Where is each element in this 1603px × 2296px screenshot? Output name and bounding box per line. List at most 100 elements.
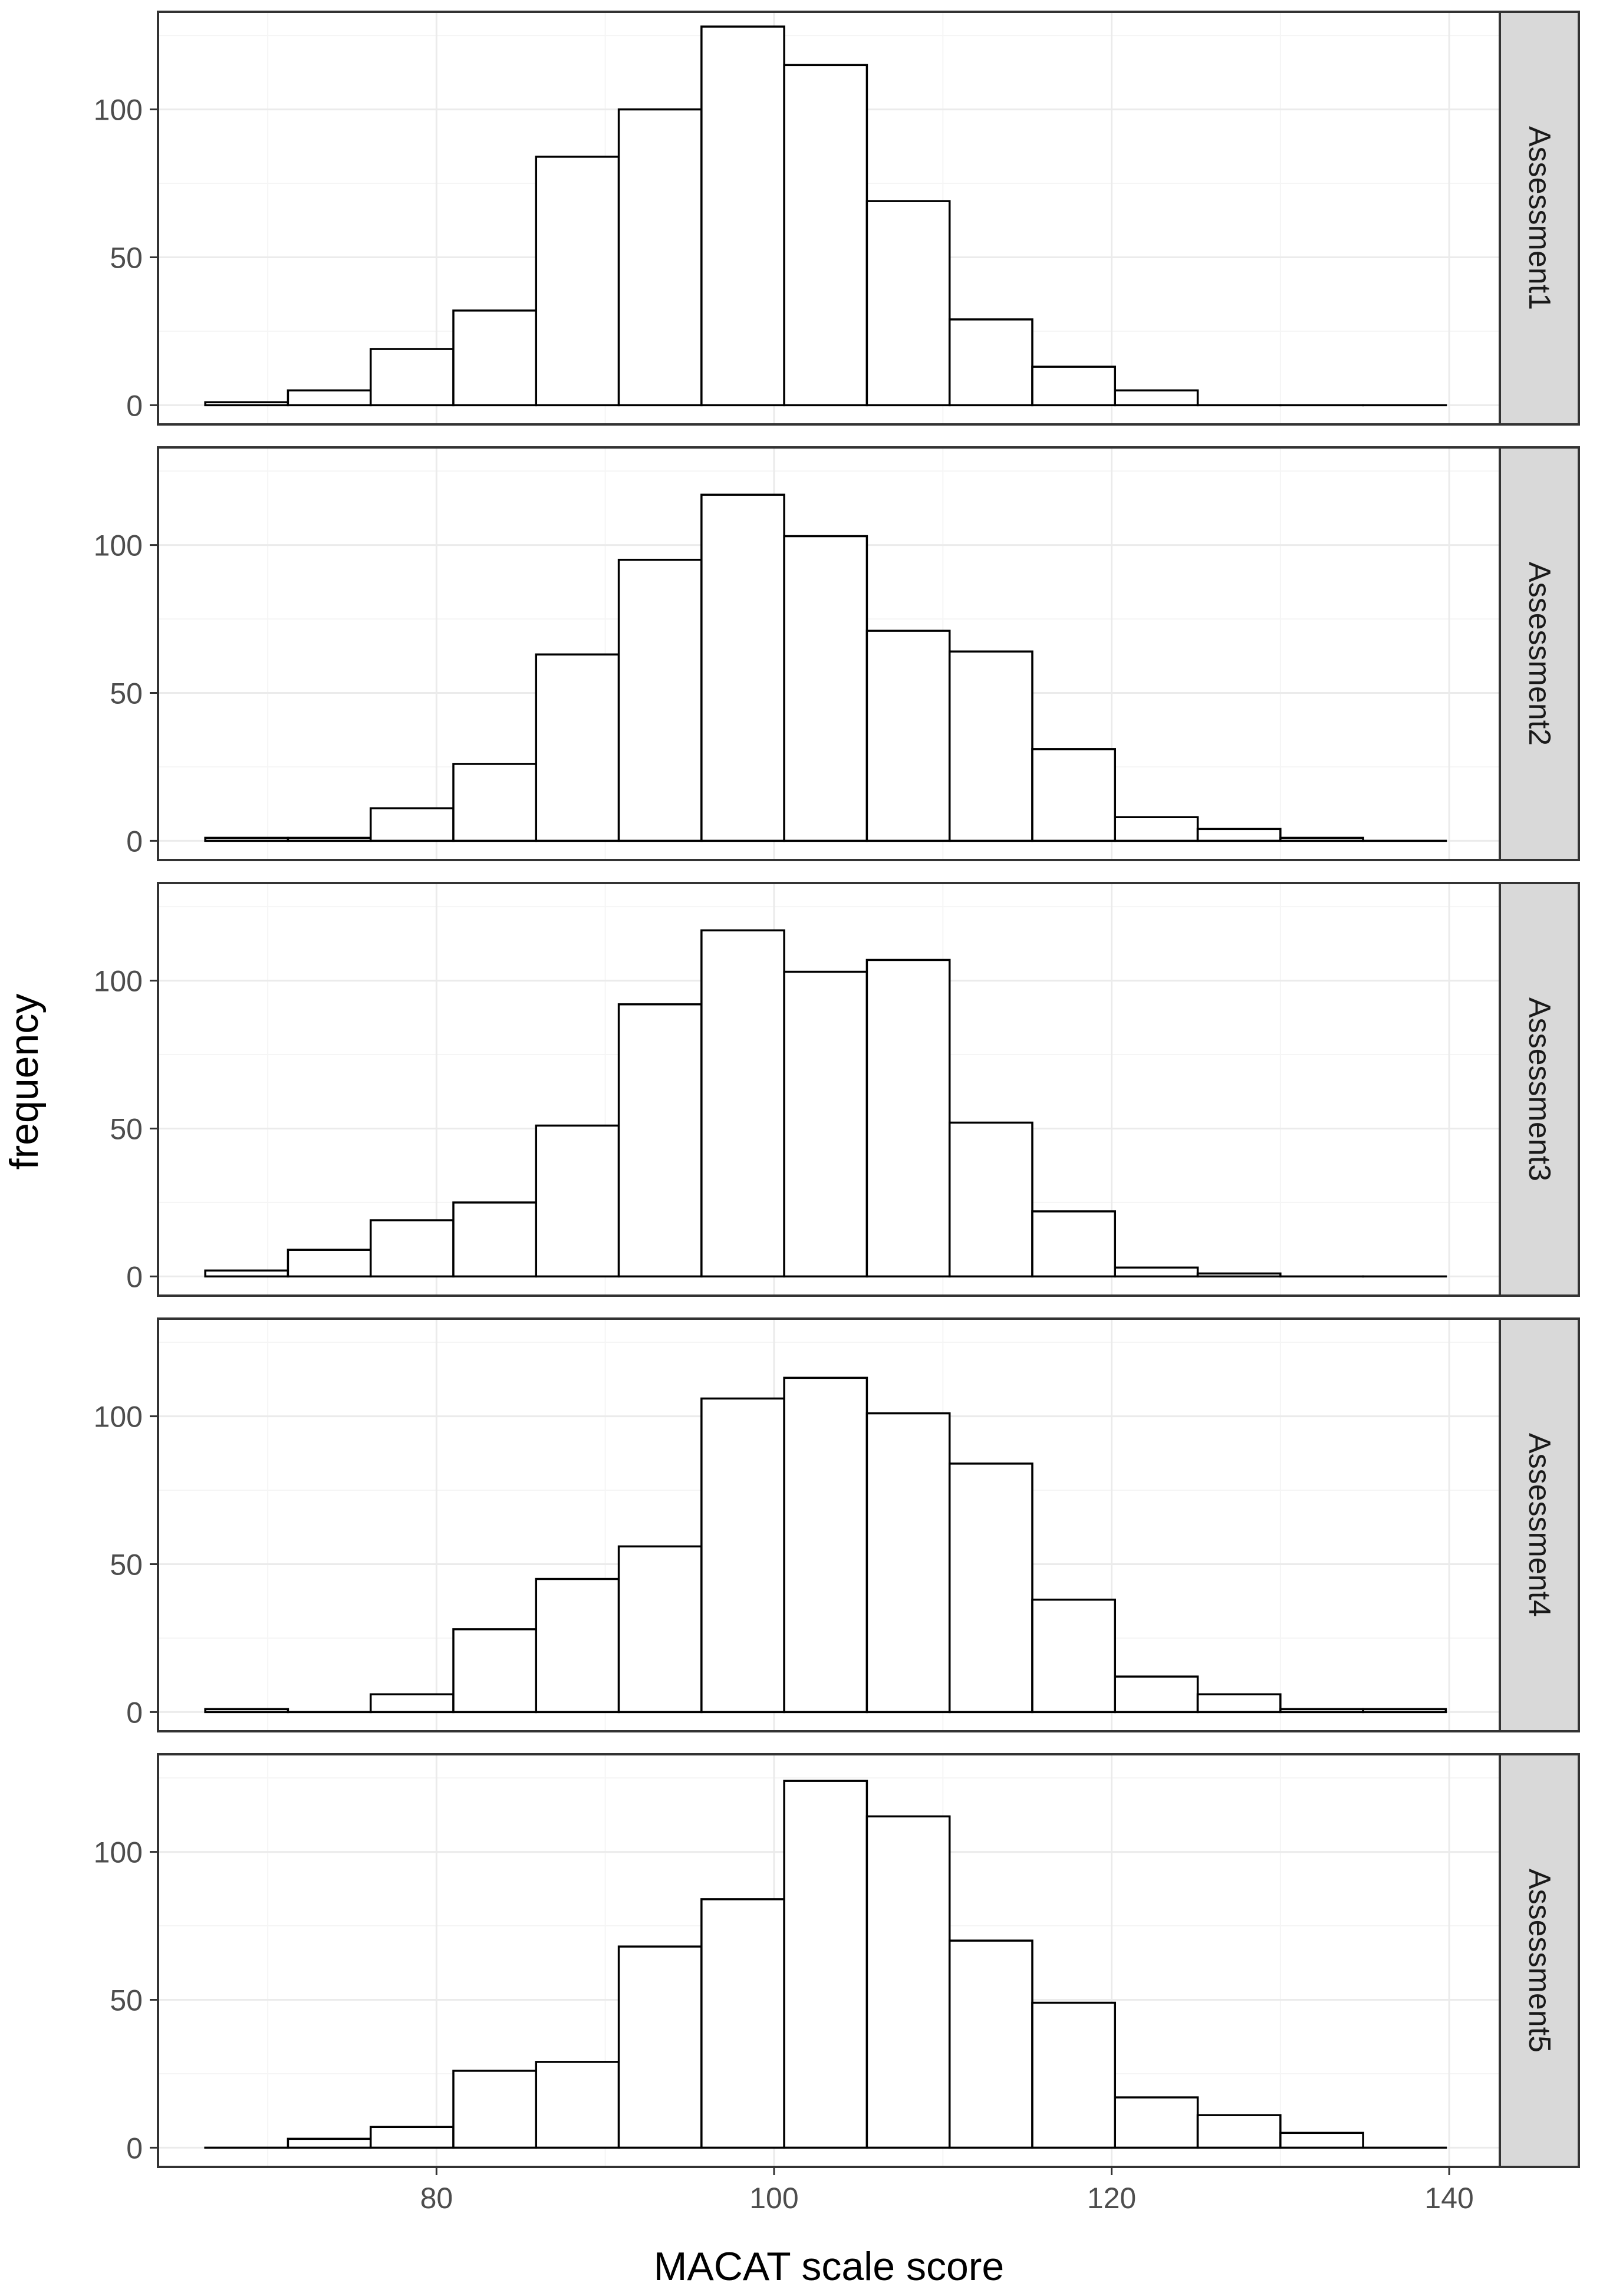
x-tick-label: 80 (420, 2182, 453, 2215)
panel-assessment4: 0 50 100 Assessment4 (94, 1317, 1580, 1732)
y-tick-label: 0 (126, 825, 143, 858)
facet-strip-label: Assessment5 (1522, 1869, 1556, 2053)
facet-strip-label: Assessment1 (1522, 126, 1556, 310)
panel-assessment1: 0 50 100 Assessment1 (94, 11, 1580, 426)
histogram-bar (700, 493, 785, 842)
histogram-bar (948, 1939, 1033, 2149)
y-tick-label: 0 (126, 1260, 143, 1293)
x-axis-title: MACAT scale score (654, 2244, 1005, 2289)
histogram-bar (1114, 1675, 1199, 1714)
y-tick-label: 50 (110, 677, 143, 710)
histogram-bar (1114, 1266, 1199, 1278)
histogram-bar (1114, 816, 1199, 842)
histogram-bar (783, 970, 868, 1278)
histogram-bar (700, 25, 785, 407)
histogram-bar (865, 1815, 951, 2149)
facet-strip-label: Assessment4 (1522, 1433, 1556, 1617)
histogram-bar (369, 807, 455, 842)
histogram-bar (452, 763, 538, 842)
histogram-bar (1279, 2132, 1364, 2149)
panel-assessment2: 0 50 100 Assessment2 (94, 446, 1580, 861)
histogram-bar (617, 1003, 703, 1278)
histogram-bar (865, 1412, 951, 1714)
histogram-bar (287, 389, 372, 407)
histogram-bar (783, 1376, 868, 1714)
facet-strip (1499, 882, 1580, 1297)
y-tick-label: 100 (94, 1836, 143, 1869)
histogram-bar (204, 1269, 289, 1278)
histogram-bar (1196, 828, 1282, 842)
y-axis-title: frequency (2, 994, 47, 1170)
histogram-bar (1196, 1693, 1282, 1714)
x-tick-label: 120 (1087, 2182, 1136, 2215)
histogram-bar (617, 558, 703, 842)
y-tick-label: 100 (94, 965, 143, 998)
y-tick-label: 0 (126, 389, 143, 422)
histogram-bar (865, 630, 951, 842)
x-tick-label: 140 (1424, 2182, 1473, 2215)
histogram-bar (948, 1121, 1033, 1278)
y-tick-label: 0 (126, 2132, 143, 2165)
y-tick-label: 50 (110, 1112, 143, 1145)
histogram-bar (204, 836, 289, 842)
histogram-bar (617, 1545, 703, 1714)
histogram-bar (783, 64, 868, 407)
histogram-bar (452, 2070, 538, 2149)
panel-assessment5: 0 50 100 Assessment5 (94, 1753, 1580, 2168)
histogram-bar (452, 1201, 538, 1278)
histogram-bar (1279, 1708, 1364, 1714)
histogram-bar (204, 1708, 289, 1714)
histogram-bar (1031, 1598, 1117, 1714)
histogram-bar (535, 653, 620, 842)
histogram-bar (1031, 365, 1117, 407)
y-tick-label: 100 (94, 1401, 143, 1434)
y-tick-label: 50 (110, 1548, 143, 1581)
histogram-bar (1114, 389, 1199, 407)
histogram-bar (1031, 2001, 1117, 2149)
histogram-bar (1031, 748, 1117, 842)
histogram-bar (865, 958, 951, 1278)
facet-strip (1499, 1753, 1580, 2168)
histogram-bar (700, 929, 785, 1278)
histogram-bar (369, 2126, 455, 2149)
facet-strip (1499, 11, 1580, 426)
histogram-bar (452, 309, 538, 407)
y-tick-label: 50 (110, 241, 143, 274)
histogram-bar (287, 2137, 372, 2149)
histogram-bar (1114, 2096, 1199, 2149)
histogram-bar (948, 1462, 1033, 1714)
y-tick-label: 100 (94, 94, 143, 127)
facet-panels: 0 50 100 Assessment1 0 50 100 Assessment2 0 50 100… (94, 11, 1580, 2168)
histogram-bar (535, 2061, 620, 2149)
histogram-bar (783, 1780, 868, 2149)
histogram-bar (617, 108, 703, 407)
histogram-bar (535, 1124, 620, 1278)
histogram-bar (369, 348, 455, 407)
histogram-bar (948, 318, 1033, 407)
x-axis: 80 100 120 140 (420, 2167, 1474, 2215)
histogram-bar (1279, 836, 1364, 842)
y-tick-label: 100 (94, 529, 143, 562)
histogram-bar (369, 1693, 455, 1714)
histogram-bar (287, 1249, 372, 1278)
y-tick-label: 50 (110, 1984, 143, 2017)
histogram-bar (535, 156, 620, 407)
histogram-bar (865, 200, 951, 407)
x-tick-label: 100 (749, 2182, 798, 2215)
histogram-bar (1031, 1210, 1117, 1278)
histogram-bar (1196, 2114, 1282, 2149)
histogram-bar (1362, 1708, 1447, 1714)
panel-assessment3: 0 50 100 Assessment3 (94, 882, 1580, 1297)
facet-strip-label: Assessment2 (1522, 562, 1556, 746)
histogram-bar (369, 1219, 455, 1278)
histogram-bar (617, 1945, 703, 2149)
facet-strip-label: Assessment3 (1522, 997, 1556, 1181)
histogram-bar (204, 401, 289, 407)
histogram-bar (700, 1397, 785, 1714)
histogram-bar (700, 1898, 785, 2149)
facet-strip (1499, 1317, 1580, 1732)
histogram-bar (452, 1628, 538, 1714)
histogram-bar (535, 1577, 620, 1714)
histogram-bar (948, 650, 1033, 842)
